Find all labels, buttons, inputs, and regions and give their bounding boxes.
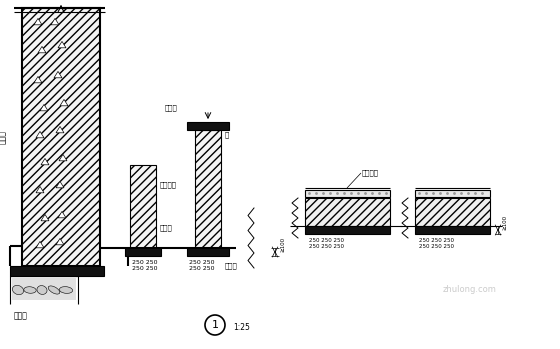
Bar [305,198,390,226]
Text: 250 250: 250 250 [189,260,214,265]
Ellipse shape [37,285,47,295]
Polygon shape [34,76,42,83]
Ellipse shape [48,286,60,294]
Bar [415,198,490,226]
Polygon shape [38,46,46,53]
Text: 250 250: 250 250 [132,266,157,271]
Polygon shape [36,132,44,138]
Text: 疏水管: 疏水管 [160,225,172,231]
Text: 梁: 梁 [225,132,229,138]
Text: 1:25: 1:25 [233,324,250,333]
Text: 250 250 250: 250 250 250 [309,244,344,249]
Text: 集流沟: 集流沟 [165,105,178,111]
Bar [305,226,390,234]
Bar [12,278,76,300]
Bar [187,122,229,130]
Polygon shape [51,18,59,25]
Polygon shape [41,158,49,165]
Text: 250 250: 250 250 [132,260,157,265]
Bar [130,165,156,248]
Bar [415,190,490,197]
Polygon shape [58,42,66,48]
Polygon shape [54,72,62,78]
Text: zhulong.com: zhulong.com [443,285,497,295]
Polygon shape [56,238,64,245]
Bar [125,248,161,256]
Polygon shape [59,154,67,161]
Text: 集水框架: 集水框架 [160,182,177,188]
Bar [305,190,390,197]
Polygon shape [36,186,44,193]
Text: 250 250 250: 250 250 250 [419,238,454,243]
Text: 集水井: 集水井 [14,311,28,320]
Ellipse shape [59,287,73,294]
Text: 1: 1 [212,320,218,330]
Polygon shape [34,18,42,25]
Polygon shape [60,99,68,106]
Polygon shape [58,211,66,218]
Bar [415,226,490,234]
Text: ≥100: ≥100 [502,215,507,230]
Polygon shape [41,214,49,221]
Bar [22,8,100,266]
Bar [187,248,229,256]
Text: 挡土墙: 挡土墙 [0,130,7,144]
Polygon shape [56,126,64,133]
Text: ≥100: ≥100 [281,237,286,252]
Polygon shape [36,242,44,248]
Ellipse shape [12,285,24,295]
Polygon shape [56,181,64,188]
Text: 250 250 250: 250 250 250 [419,244,454,249]
Ellipse shape [24,287,36,293]
Text: 250 250 250: 250 250 250 [309,238,344,243]
Bar [10,266,104,276]
Text: 素砼垫层: 素砼垫层 [362,170,379,176]
Bar [195,130,221,248]
Text: 疏水层: 疏水层 [225,263,238,269]
Text: 250 250: 250 250 [189,266,214,271]
Polygon shape [40,104,48,111]
